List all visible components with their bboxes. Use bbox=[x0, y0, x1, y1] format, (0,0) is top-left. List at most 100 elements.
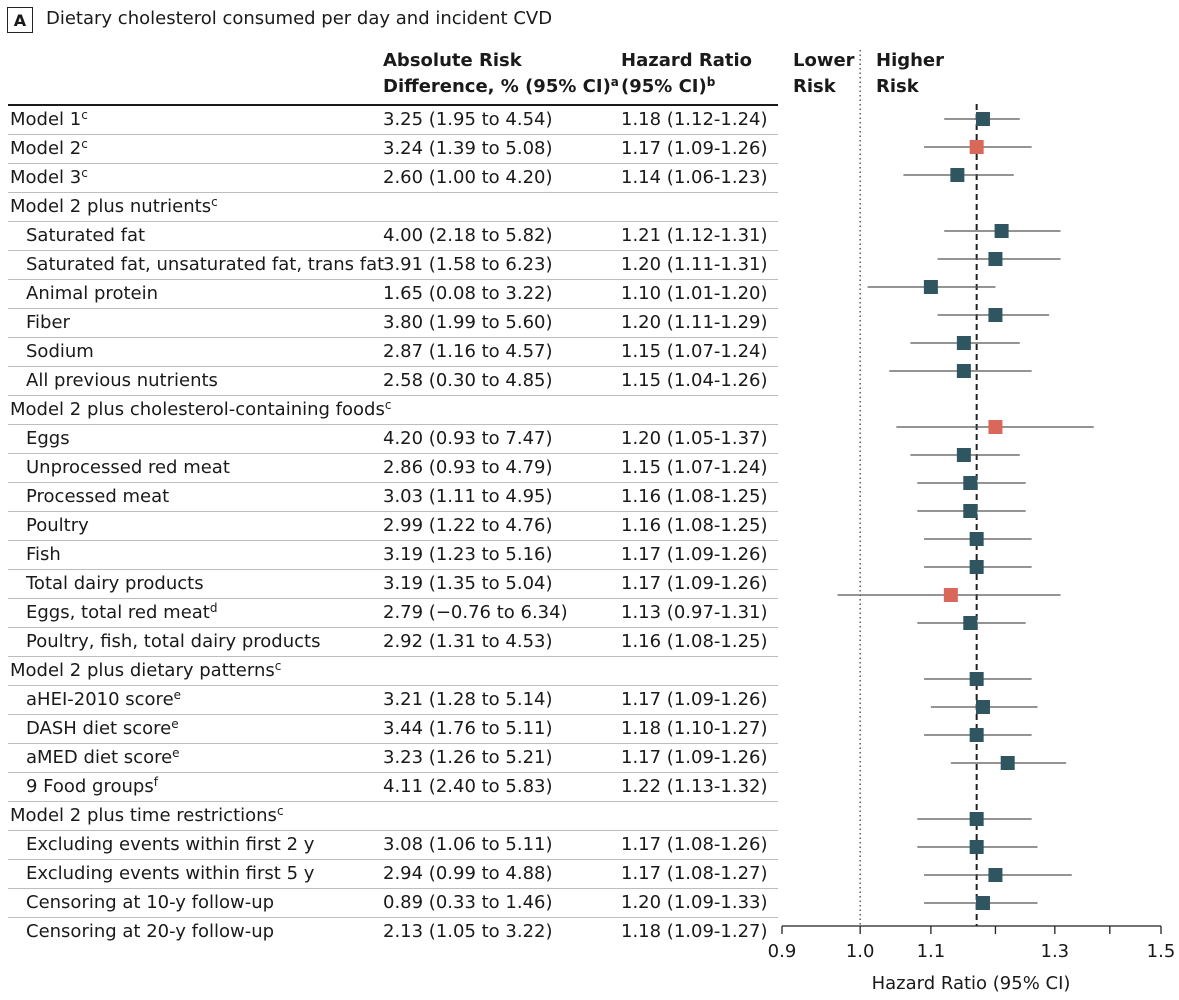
row-label: Unprocessed red meat bbox=[26, 454, 230, 482]
hazard-ratio-text: 1.15 (1.07-1.24) bbox=[621, 341, 768, 362]
row-label: Model 2c bbox=[10, 135, 88, 163]
ard-header-line1: Absolute Risk bbox=[383, 50, 522, 71]
x-tick-label: 1.5 bbox=[1147, 941, 1176, 962]
hazard-ratio-text: 1.10 (1.01-1.20) bbox=[621, 283, 768, 304]
hazard-ratio-marker bbox=[988, 420, 1003, 434]
hazard-ratio-text: 1.17 (1.09-1.26) bbox=[621, 544, 768, 565]
row-label: Fish bbox=[26, 541, 61, 569]
row-label-text: aMED diet score bbox=[26, 747, 173, 768]
absolute-risk-difference: 0.89 (0.33 to 1.46) bbox=[383, 892, 553, 913]
hazard-ratio-text: 1.22 (1.13-1.32) bbox=[621, 776, 768, 797]
table-row: Censoring at 10-y follow-up 0.89 (0.33 to… bbox=[8, 888, 778, 917]
hazard-ratio-marker bbox=[969, 728, 984, 742]
row-label-footnote: c bbox=[274, 659, 282, 673]
table-row: Fiber 3.80 (1.99 to 5.60) 1.20 (1.11-1.29) bbox=[8, 308, 778, 337]
hazard-ratio-text: 1.14 (1.06-1.23) bbox=[621, 167, 768, 188]
row-label: aMED diet scoree bbox=[26, 744, 180, 772]
absolute-risk-difference: 2.92 (1.31 to 4.53) bbox=[383, 631, 553, 652]
row-label: Poultry bbox=[26, 512, 89, 540]
hazard-ratio-text: 1.16 (1.08-1.25) bbox=[621, 515, 768, 536]
hazard-ratio-marker bbox=[975, 112, 990, 126]
row-label: Processed meat bbox=[26, 483, 169, 511]
absolute-risk-difference: 1.65 (0.08 to 3.22) bbox=[383, 283, 553, 304]
row-label: Model 2 plus cholesterol-containing food… bbox=[10, 396, 391, 424]
hazard-ratio-marker bbox=[923, 280, 938, 294]
hazard-ratio-text: 1.17 (1.08-1.26) bbox=[621, 834, 768, 855]
absolute-risk-difference: 3.08 (1.06 to 5.11) bbox=[383, 834, 553, 855]
hazard-ratio-text: 1.21 (1.12-1.31) bbox=[621, 225, 768, 246]
hazard-ratio-marker bbox=[1000, 756, 1015, 770]
table-row: 9 Food groupsf 4.11 (2.40 to 5.83) 1.22 (1… bbox=[8, 772, 778, 801]
table-row: Model 2 plus time restrictionsc bbox=[8, 801, 778, 830]
hazard-ratio-text: 1.17 (1.09-1.26) bbox=[621, 747, 768, 768]
ard-header-footnote: a bbox=[610, 75, 619, 89]
row-label-text: Model 2 plus time restrictions bbox=[10, 805, 277, 826]
row-label: Animal protein bbox=[26, 280, 158, 308]
table-row: Model 2 plus cholesterol-containing food… bbox=[8, 395, 778, 424]
row-label-text: Censoring at 20-y follow-up bbox=[26, 921, 275, 942]
row-label-text: Saturated fat, unsaturated fat, trans fa… bbox=[26, 254, 385, 275]
table-row: Poultry 2.99 (1.22 to 4.76) 1.16 (1.08-1.2… bbox=[8, 511, 778, 540]
hazard-ratio-marker bbox=[963, 504, 978, 518]
row-label: Model 2 plus dietary patternsc bbox=[10, 657, 281, 685]
x-tick-label: 1.0 bbox=[846, 941, 875, 962]
x-tick-label: 1.3 bbox=[1041, 941, 1070, 962]
row-label: Fiber bbox=[26, 309, 70, 337]
hazard-ratio-text: 1.20 (1.11-1.29) bbox=[621, 312, 768, 333]
x-tick-label: 0.9 bbox=[768, 941, 797, 962]
hazard-ratio-text: 1.15 (1.07-1.24) bbox=[621, 457, 768, 478]
row-label-footnote: c bbox=[81, 108, 88, 122]
hazard-ratio-marker bbox=[969, 812, 984, 826]
hazard-ratio-marker bbox=[969, 840, 984, 854]
hr-header-line1: Hazard Ratio bbox=[621, 50, 753, 71]
hazard-ratio-marker bbox=[969, 672, 984, 686]
row-label: Censoring at 10-y follow-up bbox=[26, 889, 274, 917]
absolute-risk-difference: 3.44 (1.76 to 5.11) bbox=[383, 718, 553, 739]
panel-letter-text: A bbox=[13, 10, 27, 30]
row-label: Total dairy products bbox=[26, 570, 204, 598]
row-label-text: Model 3 bbox=[10, 167, 82, 188]
table-row: aHEI-2010 scoree 3.21 (1.28 to 5.14) 1.17 … bbox=[8, 685, 778, 714]
absolute-risk-difference: 3.19 (1.35 to 5.04) bbox=[383, 573, 553, 594]
row-label-footnote: c bbox=[81, 166, 88, 180]
absolute-risk-difference: 2.13 (1.05 to 3.22) bbox=[383, 921, 553, 942]
table-row: Excluding events within first 5 y 2.94 (0… bbox=[8, 859, 778, 888]
row-label: Model 3c bbox=[10, 164, 88, 192]
hazard-ratio-text: 1.17 (1.09-1.26) bbox=[621, 573, 768, 594]
row-label-text: Unprocessed red meat bbox=[26, 457, 230, 478]
row-label-footnote: c bbox=[81, 137, 88, 151]
absolute-risk-difference: 2.87 (1.16 to 4.57) bbox=[383, 341, 553, 362]
hazard-ratio-text: 1.20 (1.11-1.31) bbox=[621, 254, 768, 275]
higher-risk-label: Higher Risk bbox=[876, 48, 944, 100]
absolute-risk-difference: 3.03 (1.11 to 4.95) bbox=[383, 486, 553, 507]
row-label: 9 Food groupsf bbox=[26, 773, 158, 801]
hazard-ratio-text: 1.17 (1.09-1.26) bbox=[621, 689, 768, 710]
ard-header: Absolute Risk Difference, % (95% CI)a bbox=[383, 48, 619, 100]
hazard-ratio-marker bbox=[988, 868, 1003, 882]
x-axis-label: Hazard Ratio (95% CI) bbox=[872, 973, 1071, 994]
table-row: Total dairy products 3.19 (1.35 to 5.04) 1… bbox=[8, 569, 778, 598]
table-row: Model 1c 3.25 (1.95 to 4.54) 1.18 (1.12-1.… bbox=[8, 104, 778, 134]
hazard-ratio-text: 1.13 (0.97-1.31) bbox=[621, 602, 768, 623]
row-label-text: Model 1 bbox=[10, 109, 82, 130]
absolute-risk-difference: 4.00 (2.18 to 5.82) bbox=[383, 225, 553, 246]
row-label: Model 1c bbox=[10, 106, 88, 134]
row-label-footnote: d bbox=[209, 601, 218, 615]
hazard-ratio-text: 1.15 (1.04-1.26) bbox=[621, 370, 768, 391]
hazard-ratio-text: 1.20 (1.05-1.37) bbox=[621, 428, 768, 449]
table-row: Excluding events within first 2 y 3.08 (1… bbox=[8, 830, 778, 859]
row-label: All previous nutrients bbox=[26, 367, 218, 395]
row-label-text: Fiber bbox=[26, 312, 70, 333]
row-label-footnote: e bbox=[171, 717, 179, 731]
hazard-ratio-marker bbox=[969, 140, 984, 154]
row-label-text: Excluding events within first 5 y bbox=[26, 863, 315, 884]
absolute-risk-difference: 2.99 (1.22 to 4.76) bbox=[383, 515, 553, 536]
absolute-risk-difference: 3.25 (1.95 to 4.54) bbox=[383, 109, 553, 130]
absolute-risk-difference: 2.86 (0.93 to 4.79) bbox=[383, 457, 553, 478]
hr-header-footnote: b bbox=[706, 75, 716, 89]
chart-title: Dietary cholesterol consumed per day and… bbox=[46, 8, 553, 29]
lower-risk-label: Lower Risk bbox=[793, 48, 855, 100]
hazard-ratio-marker bbox=[956, 448, 971, 462]
hazard-ratio-marker bbox=[988, 308, 1003, 322]
hazard-ratio-marker bbox=[975, 700, 990, 714]
